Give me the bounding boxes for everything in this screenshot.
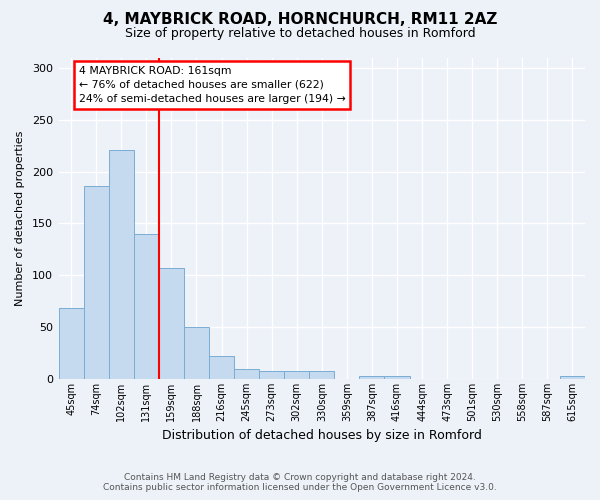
Text: Contains HM Land Registry data © Crown copyright and database right 2024.
Contai: Contains HM Land Registry data © Crown c… bbox=[103, 472, 497, 492]
Y-axis label: Number of detached properties: Number of detached properties bbox=[15, 130, 25, 306]
Bar bbox=[259, 370, 284, 379]
Text: 4, MAYBRICK ROAD, HORNCHURCH, RM11 2AZ: 4, MAYBRICK ROAD, HORNCHURCH, RM11 2AZ bbox=[103, 12, 497, 26]
Bar bbox=[309, 370, 334, 379]
X-axis label: Distribution of detached houses by size in Romford: Distribution of detached houses by size … bbox=[162, 430, 482, 442]
Bar bbox=[385, 376, 410, 379]
Bar bbox=[159, 268, 184, 379]
Bar bbox=[134, 234, 159, 379]
Bar bbox=[234, 368, 259, 379]
Bar bbox=[359, 376, 385, 379]
Bar bbox=[209, 356, 234, 379]
Text: 4 MAYBRICK ROAD: 161sqm
← 76% of detached houses are smaller (622)
24% of semi-d: 4 MAYBRICK ROAD: 161sqm ← 76% of detache… bbox=[79, 66, 346, 104]
Bar bbox=[59, 308, 83, 379]
Text: Size of property relative to detached houses in Romford: Size of property relative to detached ho… bbox=[125, 28, 475, 40]
Bar bbox=[284, 370, 309, 379]
Bar bbox=[184, 327, 209, 379]
Bar bbox=[560, 376, 585, 379]
Bar bbox=[83, 186, 109, 379]
Bar bbox=[109, 150, 134, 379]
